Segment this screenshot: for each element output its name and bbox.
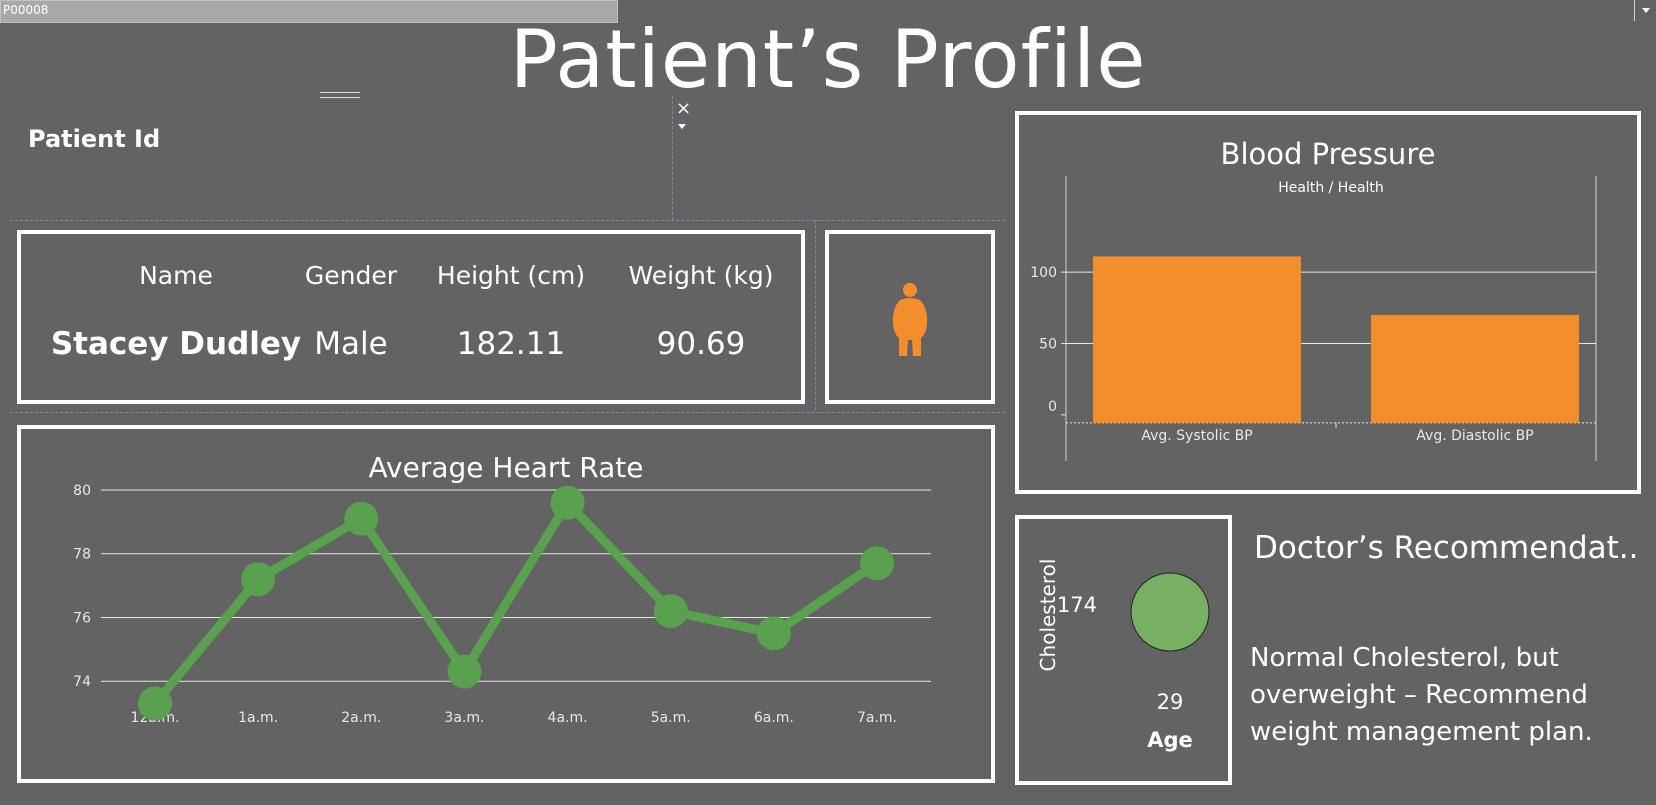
x-tick-label: 3a.m. (444, 710, 484, 726)
close-icon[interactable]: × (676, 98, 692, 119)
x-category-label: Avg. Diastolic BP (1416, 428, 1533, 444)
heart-rate-title: Average Heart Rate (368, 451, 644, 484)
blood-pressure-chart: Health / Health 0 50 100 Avg. Systolic BP Avg… (1030, 176, 1597, 461)
y-tick-label: 76 (73, 610, 91, 626)
y-tick-label: 78 (73, 547, 91, 563)
overweight-person-icon (892, 283, 928, 356)
patient-id-dropdown[interactable]: P00008 (0, 0, 1650, 23)
x-tick-label: 1a.m. (238, 710, 278, 726)
layout-divider (10, 220, 1005, 221)
heart-rate-chart: 7476788012a.m.1a.m.2a.m.3a.m.4a.m.5a.m.6… (73, 483, 931, 726)
y-tick-label: 100 (1030, 265, 1057, 281)
x-tick-label: 5a.m. (651, 710, 691, 726)
chevron-down-icon[interactable] (1634, 0, 1656, 21)
patient-gender: Male (314, 326, 388, 362)
filter-menu-caret-icon[interactable] (678, 124, 686, 129)
y-tick-label: 0 (1048, 399, 1057, 415)
x-tick-label: 2a.m. (341, 710, 381, 726)
bp-bar (1371, 314, 1579, 423)
patient-info-panel: Name Gender Height (cm) Weight (kg) Stac… (17, 230, 805, 404)
heart-rate-panel: Average Heart Rate 7476788012a.m.1a.m.2a… (17, 425, 995, 783)
page-title: Patient’s Profile (509, 13, 1147, 106)
bp-bar (1093, 256, 1301, 423)
heart-rate-point (860, 546, 894, 581)
heart-rate-line (151, 498, 880, 707)
layout-divider (10, 412, 1005, 413)
blood-pressure-title: Blood Pressure (1220, 137, 1436, 171)
gender-header: Gender (304, 261, 398, 290)
y-tick-label: 74 (73, 674, 91, 690)
heart-rate-point (756, 616, 791, 651)
age-axis-label: Age (1147, 728, 1193, 752)
blood-pressure-panel: Blood Pressure Health / Health 0 50 100 Avg.… (1015, 111, 1641, 494)
heart-rate-point (344, 501, 379, 536)
x-tick-label: 7a.m. (857, 710, 897, 726)
weight-header: Weight (kg) (628, 261, 774, 290)
heart-rate-point (138, 686, 172, 721)
patient-weight: 90.69 (656, 326, 746, 362)
x-tick-label: 4a.m. (548, 710, 588, 726)
y-tick-label: 80 (73, 483, 91, 499)
layout-divider (815, 220, 816, 410)
chart-subtitle: Health / Health (1278, 180, 1384, 196)
patient-name: Stacey Dudley (50, 326, 302, 362)
cholesterol-value: 174 (1057, 593, 1097, 617)
heart-rate-point (550, 485, 585, 520)
cholesterol-axis-label: Cholesterol (1036, 559, 1060, 672)
x-tick-label: 6a.m. (754, 710, 794, 726)
patient-height: 182.11 (456, 326, 566, 362)
y-tick-label: 50 (1039, 336, 1057, 352)
heart-rate-point (653, 594, 688, 629)
recommendation-title: Doctor’s Recommendat.. (1254, 530, 1639, 566)
cholesterol-age-chart: Cholesterol 174 29 Age (1036, 559, 1210, 752)
heart-rate-point (241, 562, 276, 597)
age-value: 29 (1157, 690, 1184, 714)
recommendation-text: Normal Cholesterol, but overweight – Rec… (1250, 643, 1593, 747)
patient-id-label: Patient Id (28, 125, 161, 153)
title-drag-handle[interactable] (320, 92, 360, 98)
x-category-label: Avg. Systolic BP (1141, 428, 1252, 444)
cholesterol-bubble (1130, 572, 1210, 652)
heart-rate-point (447, 654, 482, 689)
cholesterol-panel: Cholesterol 174 29 Age (1015, 515, 1232, 785)
body-type-panel (825, 230, 995, 404)
patient-id-selected-value: P00008 (3, 3, 49, 17)
height-header: Height (cm) (436, 261, 586, 290)
name-header: Name (139, 261, 213, 290)
layout-divider (672, 96, 673, 220)
